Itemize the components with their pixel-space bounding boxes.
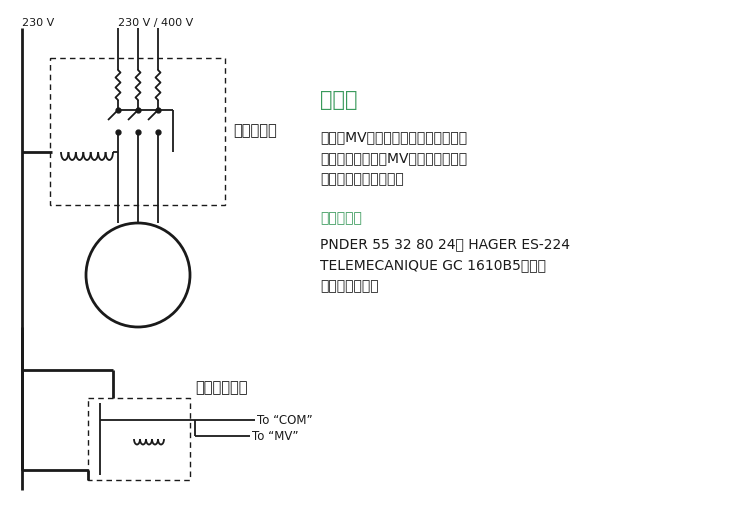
Text: 泉或打开主阀门，MV端子只在其中一: 泉或打开主阀门，MV端子只在其中一 (320, 151, 467, 165)
Text: 个站点工作是才供电。: 个站点工作是才供电。 (320, 172, 404, 186)
Text: 泉启动继电器: 泉启动继电器 (195, 380, 248, 395)
Text: PNDER 55 32 80 24， HAGER ES-224: PNDER 55 32 80 24， HAGER ES-224 (320, 237, 570, 251)
Text: 推荐继电器: 推荐继电器 (320, 211, 362, 225)
Text: TELEMECANIQUE GC 1610B5或与之: TELEMECANIQUE GC 1610B5或与之 (320, 258, 546, 272)
Text: 230 V / 400 V: 230 V / 400 V (118, 18, 194, 28)
Text: 相当的继电器。: 相当的继电器。 (320, 279, 379, 293)
Text: 230 V: 230 V (22, 18, 54, 28)
Text: 泉启动: 泉启动 (320, 90, 358, 110)
Text: To “COM”: To “COM” (257, 413, 313, 427)
Text: To “MV”: To “MV” (252, 430, 298, 442)
Text: 电源继电器: 电源继电器 (233, 124, 277, 138)
Text: 标记为MV的端子通过继电器主动启动: 标记为MV的端子通过继电器主动启动 (320, 130, 467, 144)
